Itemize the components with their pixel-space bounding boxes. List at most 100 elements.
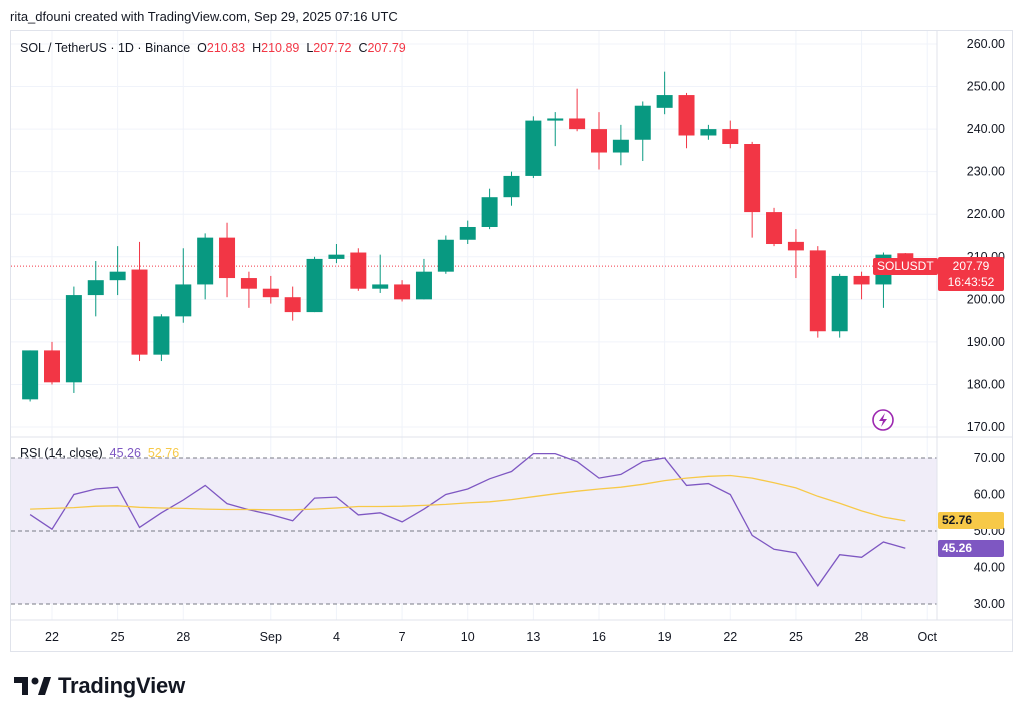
candle-body [525,120,542,176]
tradingview-logo[interactable]: TradingView [14,673,185,699]
candle-body [700,129,717,136]
candle-body [240,278,257,289]
candle-body [22,350,39,400]
rsi-tag: 45.26 [938,540,1004,557]
price-axis-label: 240.00 [967,122,1005,136]
open-label: O [197,41,207,55]
candle-body [503,175,520,198]
time-axis-label: 28 [855,630,869,644]
rsi-legend: RSI (14, close) 45.26 52.76 [20,446,179,460]
price-axis-label: 250.00 [967,80,1005,94]
candle-body [831,275,848,332]
rsi-axis-label: 30.00 [974,597,1005,611]
candle-body [44,350,60,383]
candle-body [131,269,148,355]
time-axis-label: 16 [592,630,606,644]
time-axis-label: 28 [176,630,190,644]
chart-canvas[interactable]: 170.00180.00190.00200.00210.00220.00230.… [0,0,1024,660]
axes: 170.00180.00190.00200.00210.00220.00230.… [11,31,1012,644]
price-axis-label: 230.00 [967,165,1005,179]
time-axis-label: 25 [789,630,803,644]
price-axis-label: 220.00 [967,207,1005,221]
low-value: 207.72 [313,41,352,55]
candle-body [766,212,783,245]
candle-body [350,252,367,289]
rsi-ma-legend-value: 52.76 [147,446,180,460]
candle-body [262,288,279,298]
candle-body [109,271,126,281]
time-axis-label: 13 [526,630,540,644]
candle-body [219,237,236,279]
close-label: C [358,41,368,55]
candle-body [372,284,389,289]
candle-body [197,237,214,285]
close-value: 207.79 [367,41,406,55]
time-axis-label: 19 [658,630,672,644]
price-axis-label: 200.00 [967,292,1005,306]
candle-body [415,271,432,300]
symbol-price-tag: SOLUSDT [873,258,938,275]
rsi-line [29,452,906,587]
ohlc-legend: SOL / TetherUS · 1D · Binance O210.83 H2… [20,41,406,55]
low-label: L [306,41,314,55]
price-axis-label: 170.00 [967,420,1005,434]
candle-body [306,258,323,313]
chart-frame [10,30,1013,652]
candle-body [853,275,870,285]
candle-body [547,118,564,121]
time-axis-label: 22 [723,630,737,644]
price-axis-label: 190.00 [967,335,1005,349]
candle-body [591,129,607,153]
candle-body [809,250,826,332]
rsi-axis-label: 60.00 [974,488,1005,502]
last-price-tag: 207.79 16:43:52 [938,257,1004,291]
rsi-lines [29,452,906,587]
candle-body [284,297,301,313]
time-axis-label: Sep [260,630,282,644]
rsi-title[interactable]: RSI (14, close) [20,446,103,460]
rsi-legend-value: 45.26 [109,446,141,460]
candle-body [787,241,804,251]
candle-body [744,144,761,213]
time-axis-label: 4 [333,630,340,644]
brand-name: TradingView [58,673,185,698]
candle-body [634,105,651,140]
candle-body [569,118,586,130]
open-value: 210.83 [206,41,246,55]
rsi-axis-label: 40.00 [974,561,1005,575]
candle-body [722,129,739,145]
candle-body [65,295,82,383]
price-axis-label: 180.00 [967,377,1005,391]
bar-countdown: 16:43:52 [947,275,995,289]
last-price: 207.79 [952,259,990,273]
markers [872,409,894,431]
high-value: 210.89 [261,41,300,55]
candle-body [153,316,170,355]
candle-body [437,239,454,272]
high-label: H [252,41,262,55]
price-axis-label: 260.00 [967,37,1005,51]
time-axis-label: Oct [917,630,937,644]
price-candles [22,71,914,402]
lightning-icon [879,413,887,427]
candle-body [656,95,673,108]
time-axis-label: 10 [461,630,475,644]
rsi-axis-label: 70.00 [974,451,1005,465]
symbol-title[interactable]: SOL / TetherUS · 1D · Binance [20,41,191,55]
rsi-band [11,457,937,605]
candle-body [459,226,476,240]
candle-body [678,95,695,136]
candle-body [394,284,411,300]
candle-body [612,139,629,153]
time-axis-label: 22 [45,630,59,644]
chart-caption: rita_dfouni created with TradingView.com… [10,9,398,24]
candle-body [175,284,192,317]
time-axis-label: 7 [399,630,406,644]
tradingview-logo-icon [14,677,51,695]
candle-body [481,197,498,227]
candle-body [87,280,104,296]
candle-body [328,254,345,259]
rsi-ma-tag: 52.76 [938,512,1004,529]
time-axis-label: 25 [111,630,125,644]
rsi-ma-line [30,474,906,522]
